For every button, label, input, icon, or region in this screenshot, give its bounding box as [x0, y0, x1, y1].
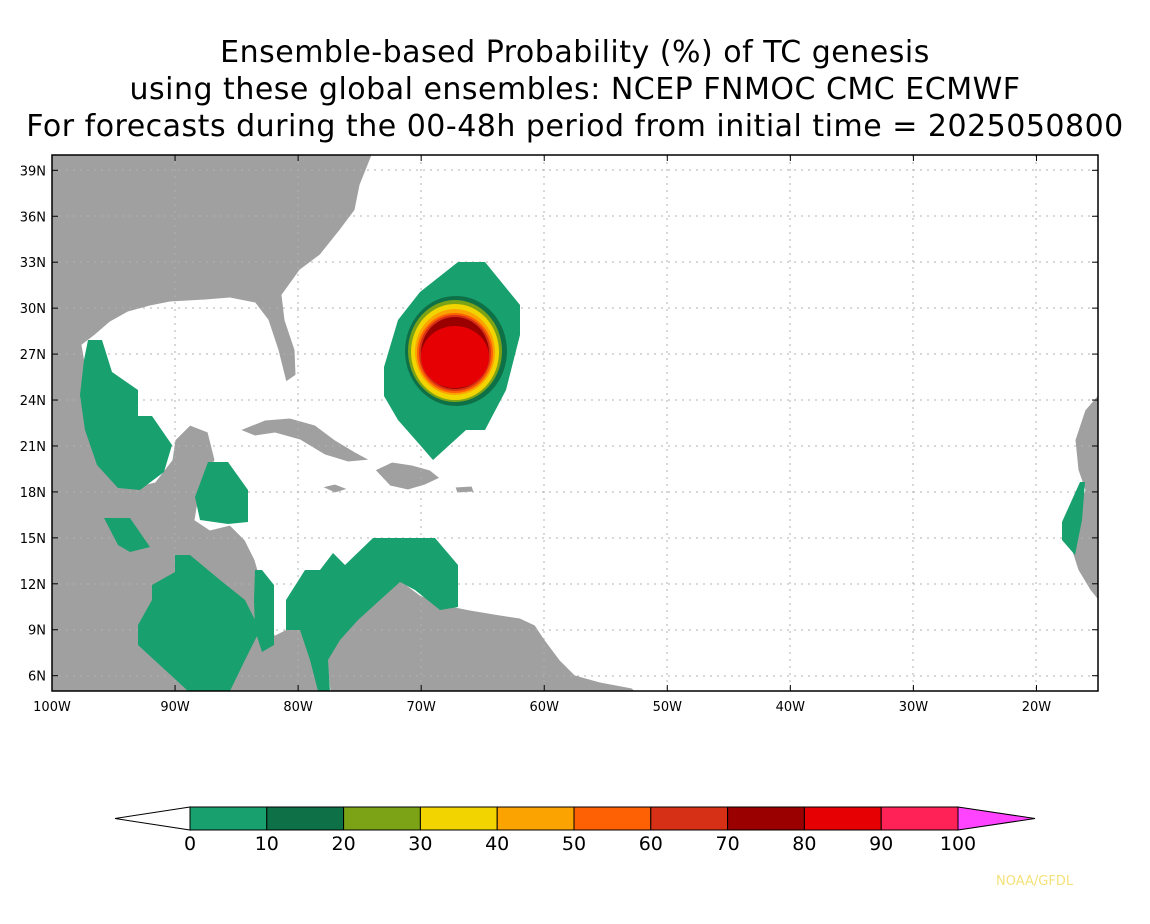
colorbar-swatch	[650, 806, 729, 831]
colorbar-swatch	[727, 806, 805, 831]
cuba-island	[238, 417, 372, 463]
lon-tick-label: 40W	[776, 700, 806, 715]
colorbar-tick-label: 100	[940, 833, 976, 855]
lat-tick-label: 33N	[20, 256, 46, 271]
colorbar-swatch	[880, 806, 959, 831]
lon-tick-label: 60W	[530, 700, 560, 715]
lat-tick-label: 6N	[28, 670, 46, 685]
colorbar-swatch	[573, 806, 652, 831]
colorbar-tick-label: 90	[869, 833, 893, 855]
lat-tick-label: 36N	[20, 210, 46, 225]
prob-region-central-america-pacific	[138, 555, 260, 691]
colorbar-swatch	[266, 806, 345, 831]
colorbar-tick-label: 40	[485, 833, 509, 855]
prob-region-nicaragua-caribbean	[254, 570, 274, 652]
lon-tick-label: 20W	[1022, 700, 1052, 715]
colorbar-under-arrow	[114, 806, 191, 831]
prob-region-pacific-south	[104, 518, 150, 552]
colorbar-tick-label: 30	[408, 833, 432, 855]
probability-shading	[80, 262, 1085, 691]
title-line-2: using these global ensembles: NCEP FNMOC…	[129, 72, 1021, 107]
lat-tick-label: 15N	[20, 532, 46, 547]
lon-tick-label: 70W	[406, 700, 436, 715]
jamaica-island	[320, 483, 350, 494]
prob-region-mexico-west	[80, 340, 172, 490]
colorbar-tick-label: 80	[792, 833, 816, 855]
title-line-1: Ensemble-based Probability (%) of TC gen…	[220, 35, 930, 70]
colorbar-tick-label: 0	[184, 833, 196, 855]
prob-region-yucatan	[195, 462, 248, 524]
genesis-probability-blob	[384, 262, 520, 460]
prob-contour-80-90	[421, 326, 489, 388]
prob-region-africa-coast	[1062, 482, 1085, 555]
colorbar-tick-label: 50	[562, 833, 586, 855]
lat-tick-label: 18N	[20, 486, 46, 501]
colorbar-tick-label: 60	[639, 833, 663, 855]
colorbar-tick-label: 70	[716, 833, 740, 855]
hispaniola-island	[374, 461, 441, 491]
lat-tick-label: 21N	[20, 440, 46, 455]
lon-tick-label: 100W	[33, 700, 71, 715]
lat-tick-label: 24N	[20, 394, 46, 409]
lon-tick-label: 50W	[653, 700, 683, 715]
lat-tick-label: 9N	[28, 624, 46, 639]
title-line-3: For forecasts during the 00-48h period f…	[26, 109, 1124, 144]
puerto-rico-island	[454, 485, 475, 494]
colorbar-swatch	[803, 806, 882, 831]
lon-tick-label: 90W	[160, 700, 190, 715]
lat-tick-label: 27N	[20, 348, 46, 363]
colorbar-over-arrow	[957, 806, 1036, 831]
map-area	[52, 155, 1098, 691]
lon-tick-label: 80W	[283, 700, 313, 715]
lat-tick-label: 30N	[20, 302, 46, 317]
credit-label: NOAA/GFDL	[996, 874, 1074, 889]
prob-region-caribbean-south	[286, 538, 458, 691]
longitude-axis: 100W 90W 80W 70W 60W 50W 40W 30W 20W	[33, 155, 1051, 715]
colorbar-swatch	[343, 806, 421, 831]
lat-tick-label: 12N	[20, 578, 46, 593]
map-frame	[51, 154, 1099, 692]
colorbar: 0 10 20 30 40 50 60 70 80 90 100	[114, 806, 1036, 855]
lat-tick-label: 39N	[20, 164, 46, 179]
latitude-axis: 39N 36N 33N 30N 27N 24N 21N 18N 15N 12N 9N 6N	[20, 164, 1098, 685]
colorbar-swatch	[496, 806, 575, 831]
land-masses	[52, 155, 1098, 691]
colorbar-tick-label: 20	[332, 833, 356, 855]
lon-tick-label: 30W	[899, 700, 929, 715]
colorbar-swatch	[419, 806, 498, 831]
colorbar-swatch	[189, 806, 268, 831]
colorbar-tick-label: 10	[255, 833, 279, 855]
